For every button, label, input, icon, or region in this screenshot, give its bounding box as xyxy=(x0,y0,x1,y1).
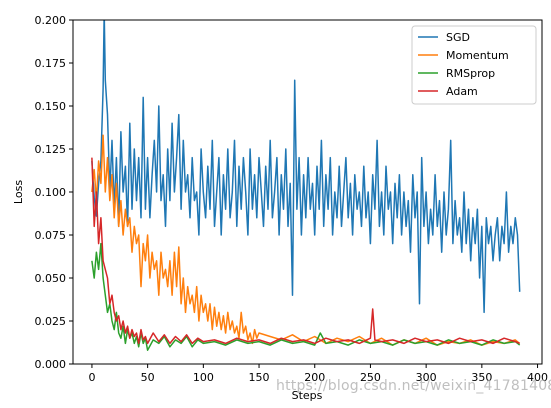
y-tick-label: 0.125 xyxy=(35,143,67,156)
legend: SGD Momentum RMSprop Adam xyxy=(411,25,537,105)
x-tick-label: 250 xyxy=(360,371,381,384)
legend-label-momentum: Momentum xyxy=(446,49,509,62)
y-tick-label: 0.075 xyxy=(35,229,67,242)
x-tick-label: 200 xyxy=(304,371,325,384)
y-axis-label: Loss xyxy=(12,180,25,204)
legend-label-adam: Adam xyxy=(446,85,478,98)
x-tick-label: 400 xyxy=(527,371,548,384)
y-tick-label: 0.000 xyxy=(35,358,67,371)
y-tick-label: 0.150 xyxy=(35,100,67,113)
x-axis-label: Steps xyxy=(292,389,323,402)
series-line-rmsprop xyxy=(91,242,521,351)
legend-box xyxy=(411,25,537,105)
x-tick-label: 150 xyxy=(249,371,270,384)
y-tick-label: 0.025 xyxy=(35,315,67,328)
y-tick-label: 0.200 xyxy=(35,14,67,27)
legend-label-rmsprop: RMSprop xyxy=(446,67,495,80)
x-tick-label: 350 xyxy=(471,371,492,384)
y-tick-label: 0.050 xyxy=(35,272,67,285)
series-line-adam xyxy=(91,157,520,345)
x-tick-label: 300 xyxy=(416,371,437,384)
y-tick-label: 0.175 xyxy=(35,57,67,70)
legend-label-sgd: SGD xyxy=(446,31,470,44)
x-tick-label: 0 xyxy=(88,371,95,384)
y-tick-label: 0.100 xyxy=(35,186,67,199)
series-line-momentum xyxy=(91,134,521,346)
series-line-sgd xyxy=(91,20,521,314)
x-tick-label: 50 xyxy=(141,371,155,384)
x-tick-label: 100 xyxy=(193,371,214,384)
watermark-text: https://blog.csdn.net/weixin_41781408 xyxy=(276,378,551,394)
